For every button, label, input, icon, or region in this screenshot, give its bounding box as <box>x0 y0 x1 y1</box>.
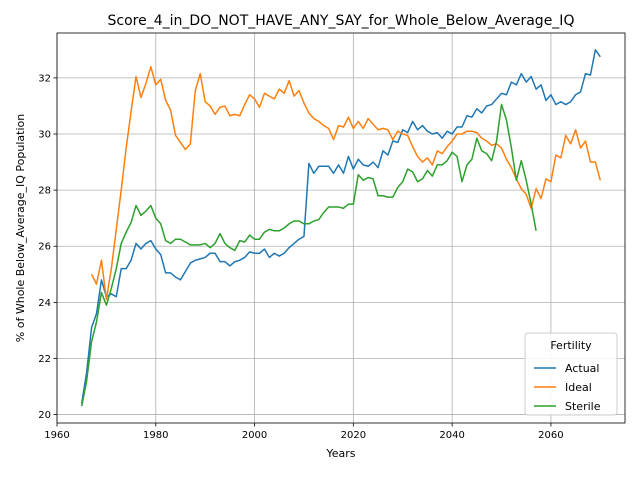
legend-label-ideal: Ideal <box>565 381 592 394</box>
x-tick-label: 1980 <box>143 430 168 441</box>
y-tick-label: 26 <box>38 242 51 253</box>
y-tick-label: 24 <box>38 298 51 309</box>
x-tick-label: 2060 <box>538 430 563 441</box>
y-tick-label: 28 <box>38 186 51 197</box>
y-tick-label: 20 <box>38 410 51 421</box>
y-axis-label: % of Whole Below_Average_IQ Population <box>14 114 27 342</box>
y-tick-label: 30 <box>38 130 51 141</box>
x-tick-label: 2040 <box>439 430 464 441</box>
legend-label-sterile: Sterile <box>565 400 601 413</box>
y-tick-label: 32 <box>38 73 51 84</box>
x-tick-label: 2020 <box>341 430 366 441</box>
legend-label-actual: Actual <box>565 362 599 375</box>
legend: Fertility Actual Ideal Sterile <box>525 333 617 415</box>
y-tick-label: 22 <box>38 354 51 365</box>
x-tick-label: 1960 <box>44 430 69 441</box>
legend-title: Fertility <box>550 339 592 352</box>
x-axis-label: Years <box>325 447 355 460</box>
x-tick-label: 2000 <box>242 430 267 441</box>
chart-title: Score_4_in_DO_NOT_HAVE_ANY_SAY_for_Whole… <box>108 13 575 29</box>
